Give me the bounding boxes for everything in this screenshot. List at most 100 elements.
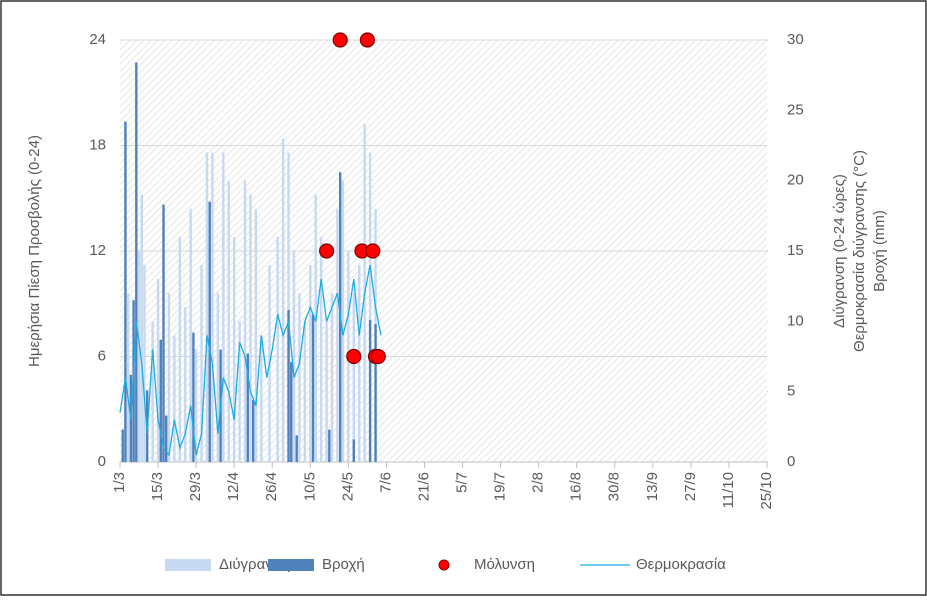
bar — [227, 180, 230, 462]
point — [365, 243, 381, 259]
y-tick-label: 18 — [89, 136, 106, 153]
x-tick-label: 2/8 — [530, 472, 547, 493]
x-tick-label: 26/4 — [263, 472, 280, 501]
bar — [216, 293, 220, 462]
bar — [260, 335, 263, 462]
bar — [281, 138, 285, 462]
x-tick-label: 7/6 — [377, 472, 394, 493]
bar — [290, 362, 293, 462]
bar — [295, 435, 298, 462]
x-tick-label: 27/9 — [682, 472, 699, 501]
point — [370, 348, 386, 365]
bar — [192, 332, 195, 462]
bar — [140, 194, 143, 462]
x-tick-label: 21/6 — [415, 472, 432, 501]
bar — [287, 152, 290, 463]
bar — [319, 236, 323, 462]
line — [119, 264, 382, 457]
y-tick-label: 0 — [98, 453, 106, 470]
bar — [121, 429, 124, 462]
bar — [159, 339, 162, 462]
bar — [184, 307, 187, 462]
bar — [252, 400, 255, 462]
legend-swatch — [438, 559, 450, 571]
bar — [222, 152, 225, 463]
y2-tick-label: 20 — [787, 172, 804, 189]
legend-swatch — [268, 559, 314, 571]
bar — [292, 251, 296, 462]
y2-axis-label: Θερμοκρασία διύγρανσης (°C) — [851, 150, 868, 352]
bar — [336, 208, 339, 462]
bar — [309, 265, 312, 462]
y-tick-label: 6 — [98, 347, 106, 364]
x-tick-label: 30/8 — [606, 472, 623, 501]
x-tick-label: 5/7 — [453, 472, 470, 493]
bar — [303, 321, 307, 462]
x-tick-label: 19/7 — [492, 472, 509, 501]
bar — [341, 180, 345, 462]
y-tick-label: 12 — [89, 242, 106, 259]
point — [346, 348, 362, 365]
y2-tick-label: 5 — [787, 383, 795, 400]
y2-axis-label: Διύγρανση (0-24 ώρες) — [831, 174, 848, 328]
point — [319, 243, 335, 259]
legend-label: Μόλυνση — [474, 556, 535, 573]
x-tick-label: 13/9 — [644, 472, 661, 501]
bar — [173, 335, 176, 462]
bar — [205, 152, 209, 463]
bar — [314, 194, 317, 462]
y2-tick-label: 30 — [787, 31, 804, 48]
bar — [211, 152, 214, 463]
bar — [368, 152, 372, 463]
bar — [374, 324, 377, 462]
bar — [254, 208, 258, 462]
bar — [246, 353, 249, 462]
point — [359, 32, 375, 48]
bar — [189, 208, 192, 462]
bar — [243, 180, 247, 462]
bar — [368, 319, 372, 462]
bar — [194, 349, 198, 462]
bar — [325, 321, 328, 462]
x-tick-label: 25/10 — [758, 472, 775, 510]
bar — [328, 429, 331, 462]
bar — [352, 293, 355, 462]
y-tick-label: 24 — [89, 31, 106, 48]
bar — [208, 201, 211, 462]
bar — [330, 293, 334, 462]
x-tick-label: 24/5 — [339, 472, 356, 501]
x-tick-label: 15/3 — [149, 472, 166, 501]
bar — [311, 314, 315, 462]
y2-tick-label: 15 — [787, 242, 804, 259]
x-tick-label: 16/8 — [568, 472, 585, 501]
y2-tick-label: 10 — [787, 312, 804, 329]
x-tick-label: 1/3 — [111, 472, 128, 493]
bar — [232, 236, 236, 462]
bar — [126, 293, 130, 462]
bar — [238, 321, 241, 462]
bar — [249, 194, 252, 462]
x-tick-label: 10/5 — [301, 472, 318, 501]
legend-swatch — [165, 559, 211, 571]
y2-tick-label: 0 — [787, 453, 795, 470]
bar — [143, 265, 146, 462]
bar — [137, 251, 141, 462]
bar — [167, 293, 171, 462]
legend-label: Θερμοκρασία — [636, 556, 726, 573]
bar — [200, 265, 203, 462]
y-axis-label: Ημερήσια Πίεση Προσβολής (0-24) — [26, 135, 43, 367]
bar — [151, 321, 154, 462]
bar — [287, 310, 290, 462]
bar — [124, 121, 127, 462]
x-tick-label: 29/3 — [187, 472, 204, 501]
point — [332, 32, 348, 48]
y2-axis-label: Βροχή (mm) — [871, 210, 888, 292]
bar — [178, 236, 182, 462]
bar — [165, 415, 168, 462]
x-tick-label: 11/10 — [720, 472, 737, 508]
bar — [298, 293, 301, 462]
bar — [162, 204, 165, 462]
bar — [358, 265, 361, 462]
bar — [135, 62, 138, 463]
